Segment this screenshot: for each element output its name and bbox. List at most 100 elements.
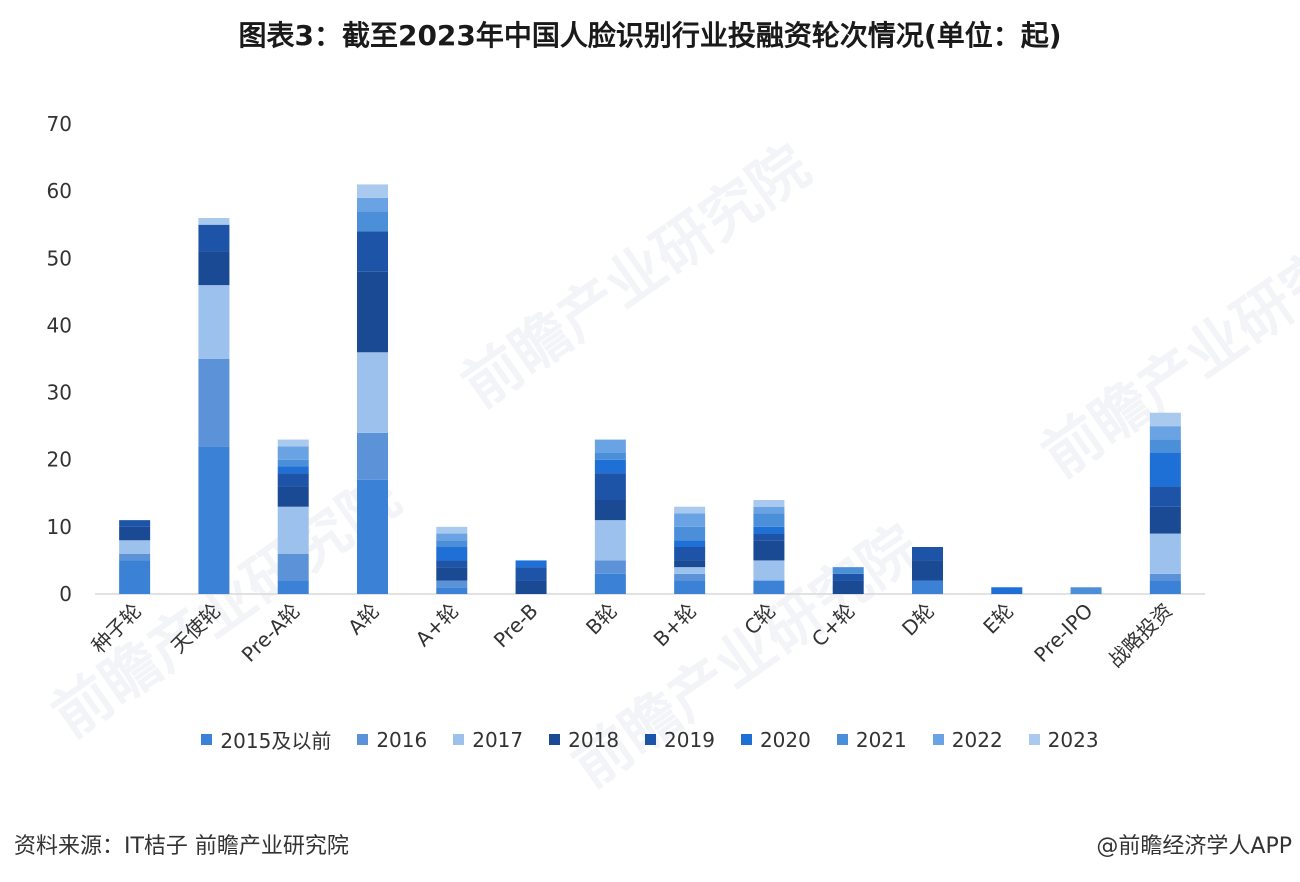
legend-swatch xyxy=(836,734,848,745)
bar-segment xyxy=(674,580,706,594)
bar-segment xyxy=(594,453,626,460)
legend-swatch xyxy=(357,734,369,745)
legend-label: 2022 xyxy=(951,727,1003,752)
y-tick-label: 10 xyxy=(47,515,72,539)
bar-segment xyxy=(515,580,547,594)
bar-segment xyxy=(277,446,309,460)
x-tick-label: C+轮 xyxy=(807,599,860,652)
y-tick-label: 20 xyxy=(47,448,72,472)
legend-item: 2022 xyxy=(932,725,1003,754)
x-tick-label: 种子轮 xyxy=(87,599,146,658)
bar-segment xyxy=(198,251,230,286)
legend-swatch xyxy=(549,734,561,745)
bar-segment xyxy=(991,587,1023,594)
y-axis: 0 10 20 30 40 50 60 70 xyxy=(47,112,72,606)
bar-segment xyxy=(198,218,230,225)
legend-item: 2019 xyxy=(645,725,715,754)
bar-segment xyxy=(198,224,230,252)
bar-segment xyxy=(277,580,309,594)
bar-segment xyxy=(594,520,626,561)
bar-segment xyxy=(119,560,151,594)
bar-segment xyxy=(912,580,943,594)
bars-group xyxy=(119,184,1181,594)
x-tick-label: B+轮 xyxy=(649,599,702,652)
x-tick-label: A轮 xyxy=(343,599,384,640)
bar-segment xyxy=(515,560,547,568)
y-tick-label: 0 xyxy=(59,582,72,606)
bar-segment xyxy=(436,540,468,547)
bar-segment xyxy=(674,567,706,574)
bar-segment xyxy=(119,526,151,541)
legend-swatch xyxy=(740,734,752,745)
bar-segment xyxy=(753,513,785,527)
bar-segment xyxy=(753,540,785,561)
legend-label: 2015及以前 xyxy=(220,729,332,753)
bar-segment xyxy=(357,197,388,212)
bar-segment xyxy=(119,540,151,554)
chart-title: 图表3：截至2023年中国人脸识别行业投融资轮次情况(单位：起) xyxy=(238,19,1062,52)
bar-segment xyxy=(119,520,151,527)
x-tick-label: B轮 xyxy=(581,599,622,640)
bar-segment xyxy=(1070,587,1102,594)
bar-segment xyxy=(753,500,785,507)
bar-segment xyxy=(198,359,230,447)
bar-segment xyxy=(594,500,626,521)
legend-label: 2021 xyxy=(855,727,907,752)
bar-segment xyxy=(436,533,468,541)
legend-swatch xyxy=(201,734,213,745)
x-tick-label: 战略投资 xyxy=(1103,599,1177,673)
y-tick-label: 60 xyxy=(47,179,72,203)
legend-label: 2018 xyxy=(568,727,620,752)
legend: 2015及以前 2016 2017 2018 2019 2020 2021 2022 2023 xyxy=(0,725,1300,754)
bar-segment xyxy=(594,573,626,594)
bar-segment xyxy=(357,271,388,353)
legend-swatch xyxy=(645,734,657,745)
bar-segment xyxy=(436,560,468,568)
y-tick-label: 30 xyxy=(47,381,72,405)
bar-segment xyxy=(832,567,864,574)
y-tick-label: 40 xyxy=(47,313,72,337)
bar-segment xyxy=(1149,506,1181,534)
bar-segment xyxy=(277,439,309,447)
bar-segment xyxy=(674,540,706,547)
bar-segment xyxy=(1149,573,1181,581)
legend-item: 2023 xyxy=(1028,725,1099,754)
bar-segment xyxy=(277,506,309,554)
bar-segment xyxy=(674,547,706,561)
credit-note: @前瞻经济学人APP xyxy=(1096,834,1292,859)
legend-label: 2017 xyxy=(472,727,524,752)
x-tick-label: A+轮 xyxy=(411,599,464,652)
bar-segment xyxy=(753,533,785,541)
legend-swatch xyxy=(453,734,465,745)
x-tick-label: Pre-IPO xyxy=(1029,599,1097,667)
bar-segment xyxy=(674,513,706,527)
bar-segment xyxy=(1149,453,1181,487)
bar-segment xyxy=(357,231,388,272)
bar-segment xyxy=(277,473,309,487)
legend-item: 2020 xyxy=(740,725,811,754)
bar-segment xyxy=(753,506,785,514)
bar-segment xyxy=(1149,426,1181,440)
bar-segment xyxy=(594,560,626,574)
legend-item: 2017 xyxy=(453,725,523,754)
legend-label: 2020 xyxy=(759,727,811,752)
x-axis: 种子轮 天使轮 Pre-A轮 A轮 A+轮 Pre-B B轮 B+轮 C轮 C+轮 D轮 E轮 Pre-… xyxy=(87,599,1177,673)
legend-swatch xyxy=(932,734,944,745)
bar-segment xyxy=(674,560,706,568)
bar-segment xyxy=(594,473,626,500)
bar-segment xyxy=(357,211,388,232)
bar-segment xyxy=(436,567,468,581)
bar-segment xyxy=(1149,439,1181,453)
bar-segment xyxy=(674,526,706,541)
y-tick-label: 70 xyxy=(47,112,72,136)
bar-segment xyxy=(1149,412,1181,427)
legend-label: 2016 xyxy=(376,727,428,752)
bar-segment xyxy=(1149,533,1181,574)
legend-item: 2015及以前 xyxy=(201,725,331,754)
bar-segment xyxy=(357,184,388,198)
bar-segment xyxy=(277,553,309,581)
bar-segment xyxy=(674,573,706,581)
bar-segment xyxy=(912,547,943,561)
bar-segment xyxy=(1149,580,1181,594)
y-tick-label: 50 xyxy=(47,246,72,270)
